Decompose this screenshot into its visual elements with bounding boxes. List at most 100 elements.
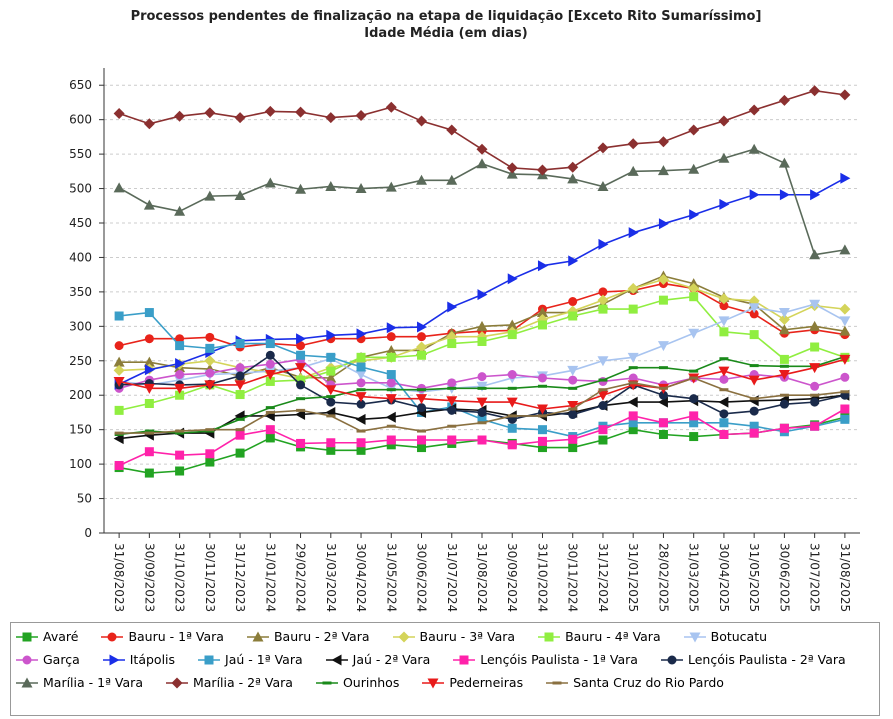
point [446,174,458,185]
point [597,356,609,367]
y-tick-label: 550 [69,147,92,161]
point [537,443,547,453]
point [567,365,579,376]
legend-swatch [16,632,38,641]
point [477,407,487,417]
point [325,372,337,383]
point [748,375,760,386]
y-tick-label: 350 [69,285,92,299]
point [689,209,700,221]
point [235,430,245,440]
point [597,294,609,306]
point [719,388,729,392]
point [718,115,730,127]
legend-item: Ourinhos [315,671,399,694]
point [477,372,487,382]
point [113,364,125,376]
point [174,383,186,394]
point [628,418,638,428]
point [386,322,397,334]
point [326,366,336,376]
point [447,405,457,415]
point [417,321,428,333]
point [568,297,578,307]
point [205,457,215,467]
point [719,327,729,337]
legend-item: Bauru - 3ª Vara [392,625,515,648]
x-tick-label: 31/08/2025 [838,543,852,612]
point [597,390,609,401]
point [326,445,336,455]
legend-swatch [16,677,38,687]
x-tick-label: 30/11/2024 [566,543,580,612]
point [597,180,609,191]
y-tick-label: 600 [69,113,92,127]
point [839,244,851,255]
point [507,330,517,340]
legend-item: Garça [15,648,80,671]
x-tick-label: 30/09/2024 [505,543,519,612]
y-tick-label: 300 [69,319,92,333]
point [356,362,366,372]
point [143,383,155,394]
legend-label: Garça [43,652,80,667]
point [356,378,366,388]
point [296,438,306,448]
point [265,359,275,369]
point [144,308,154,318]
point [296,408,306,412]
point [658,429,668,439]
point [657,341,669,352]
point [204,107,216,119]
point [840,172,851,184]
point [265,425,275,435]
point [658,295,668,305]
point [265,339,275,349]
point [356,399,366,409]
point [658,218,669,230]
legend-label: Jaú - 1ª Vara [225,652,303,667]
point [840,404,850,414]
point [205,368,215,378]
point [355,370,367,381]
legend-label: Marília - 1ª Vara [43,675,143,690]
x-tick-label: 31/07/2025 [808,543,822,612]
point [627,352,639,363]
point [537,384,547,388]
point [749,364,759,368]
point [657,396,668,408]
point [507,370,517,380]
point [204,380,216,391]
point [356,328,367,340]
point [113,356,125,367]
x-tick-label: 31/10/2024 [535,543,549,612]
point [446,396,458,407]
legend-swatch [538,632,561,641]
point [143,356,155,367]
point [144,429,154,433]
point [144,431,154,435]
point [779,354,789,364]
point [234,189,246,200]
legend-marker [204,655,214,664]
point [689,432,699,442]
point [265,433,275,443]
point [568,410,578,420]
point [779,423,789,433]
point [416,115,428,127]
point [536,404,548,415]
point [296,341,306,351]
legend-marker [667,655,677,664]
point [689,292,699,302]
point [598,238,609,250]
point [839,325,851,336]
point [175,341,185,351]
point [447,301,458,313]
point [568,434,578,444]
point [537,436,547,446]
point [718,152,730,163]
point [326,438,336,448]
point [114,460,124,470]
legend-label: Pederneiras [449,675,524,690]
legend-swatch [422,678,445,688]
